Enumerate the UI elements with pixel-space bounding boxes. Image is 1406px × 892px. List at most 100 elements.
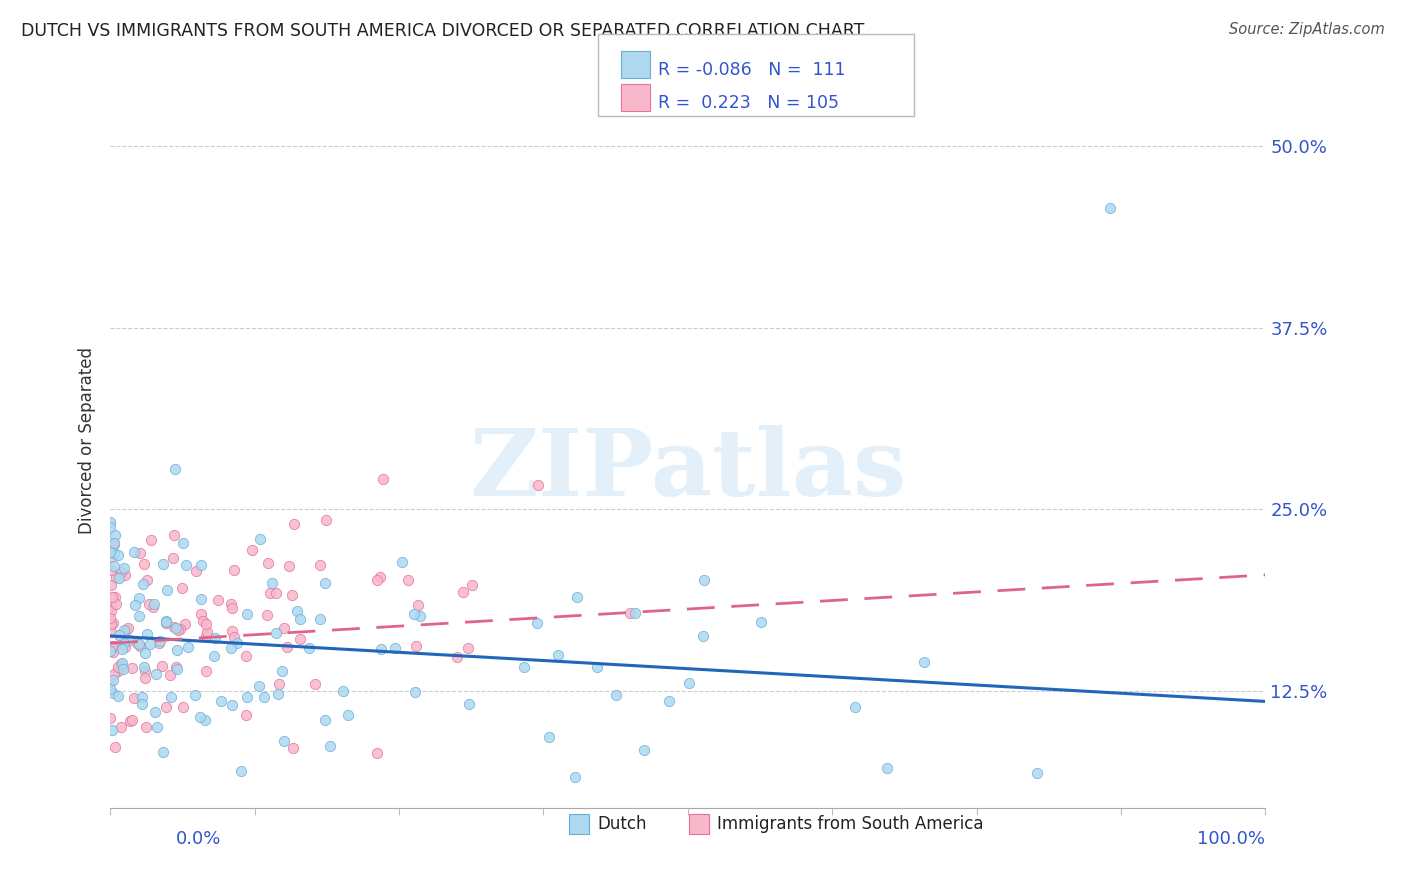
Point [155, 614, 177, 628]
Point [111, 656, 134, 670]
Point [100, 563, 122, 577]
Point [336, 707, 359, 722]
Point [105, 597, 128, 611]
Point [190, 607, 212, 621]
Point [103, 537, 125, 551]
Point [315, 513, 337, 527]
Point [912, 655, 935, 669]
Point [135, 627, 157, 641]
Point [165, 622, 187, 636]
Point [155, 700, 177, 714]
Point [368, 570, 391, 584]
Point [253, 690, 276, 704]
Point [139, 533, 162, 547]
Point [247, 679, 270, 693]
Point [121, 661, 143, 675]
Point [101, 590, 124, 604]
Point [406, 598, 429, 612]
Point [159, 668, 181, 682]
Point [107, 664, 129, 678]
Point [100, 617, 122, 632]
Point [132, 557, 155, 571]
Point [134, 664, 156, 678]
Point [264, 626, 287, 640]
Point [129, 546, 152, 560]
Point [103, 558, 125, 573]
Point [231, 764, 253, 778]
Point [155, 615, 177, 630]
Point [270, 664, 292, 678]
Point [103, 667, 125, 681]
Text: 100.0%: 100.0% [1198, 830, 1265, 847]
Point [273, 621, 295, 635]
Point [122, 544, 145, 558]
Point [308, 558, 330, 573]
Point [876, 761, 898, 775]
Point [163, 620, 186, 634]
Point [100, 578, 122, 592]
Point [135, 721, 157, 735]
Point [100, 644, 122, 658]
Point [276, 640, 298, 654]
Text: Dutch: Dutch [598, 815, 647, 833]
Point [191, 615, 214, 629]
Point [104, 569, 127, 583]
Point [139, 637, 162, 651]
Point [136, 574, 159, 588]
Point [100, 520, 122, 534]
Point [174, 617, 197, 632]
Point [391, 555, 413, 569]
Point [207, 592, 229, 607]
Point [242, 543, 264, 558]
Point [633, 743, 655, 757]
Point [678, 675, 700, 690]
Point [405, 640, 427, 654]
Point [101, 549, 124, 564]
Point [366, 573, 388, 587]
Point [281, 741, 304, 756]
Point [370, 641, 392, 656]
Point [143, 705, 166, 719]
Point [117, 621, 139, 635]
Point [98, 674, 121, 689]
Point [165, 659, 187, 673]
Point [221, 600, 243, 615]
Point [396, 574, 419, 588]
Point [235, 607, 257, 621]
Point [222, 630, 245, 644]
Point [1026, 766, 1049, 780]
Point [457, 697, 479, 711]
Point [163, 462, 186, 476]
Point [166, 662, 188, 676]
Point [110, 660, 132, 674]
Point [623, 606, 645, 620]
Point [128, 591, 150, 606]
Point [404, 607, 426, 621]
Point [195, 664, 218, 678]
Point [152, 745, 174, 759]
Point [202, 648, 225, 663]
Point [194, 713, 217, 727]
Point [257, 556, 280, 570]
Point [184, 564, 207, 578]
Point [103, 546, 125, 560]
Text: ZIPatlas: ZIPatlas [470, 425, 907, 515]
Text: Immigrants from South America: Immigrants from South America [717, 815, 984, 833]
Point [114, 623, 136, 637]
Point [658, 694, 681, 708]
Point [319, 739, 342, 753]
Point [145, 720, 167, 734]
Point [309, 612, 332, 626]
Point [132, 577, 155, 591]
Point [101, 723, 124, 738]
Point [134, 671, 156, 685]
Point [110, 641, 132, 656]
Point [844, 699, 866, 714]
Point [103, 615, 125, 630]
Point [314, 575, 336, 590]
Point [195, 624, 218, 639]
Point [219, 640, 242, 655]
Point [145, 667, 167, 681]
Point [190, 558, 212, 573]
Point [371, 472, 394, 486]
